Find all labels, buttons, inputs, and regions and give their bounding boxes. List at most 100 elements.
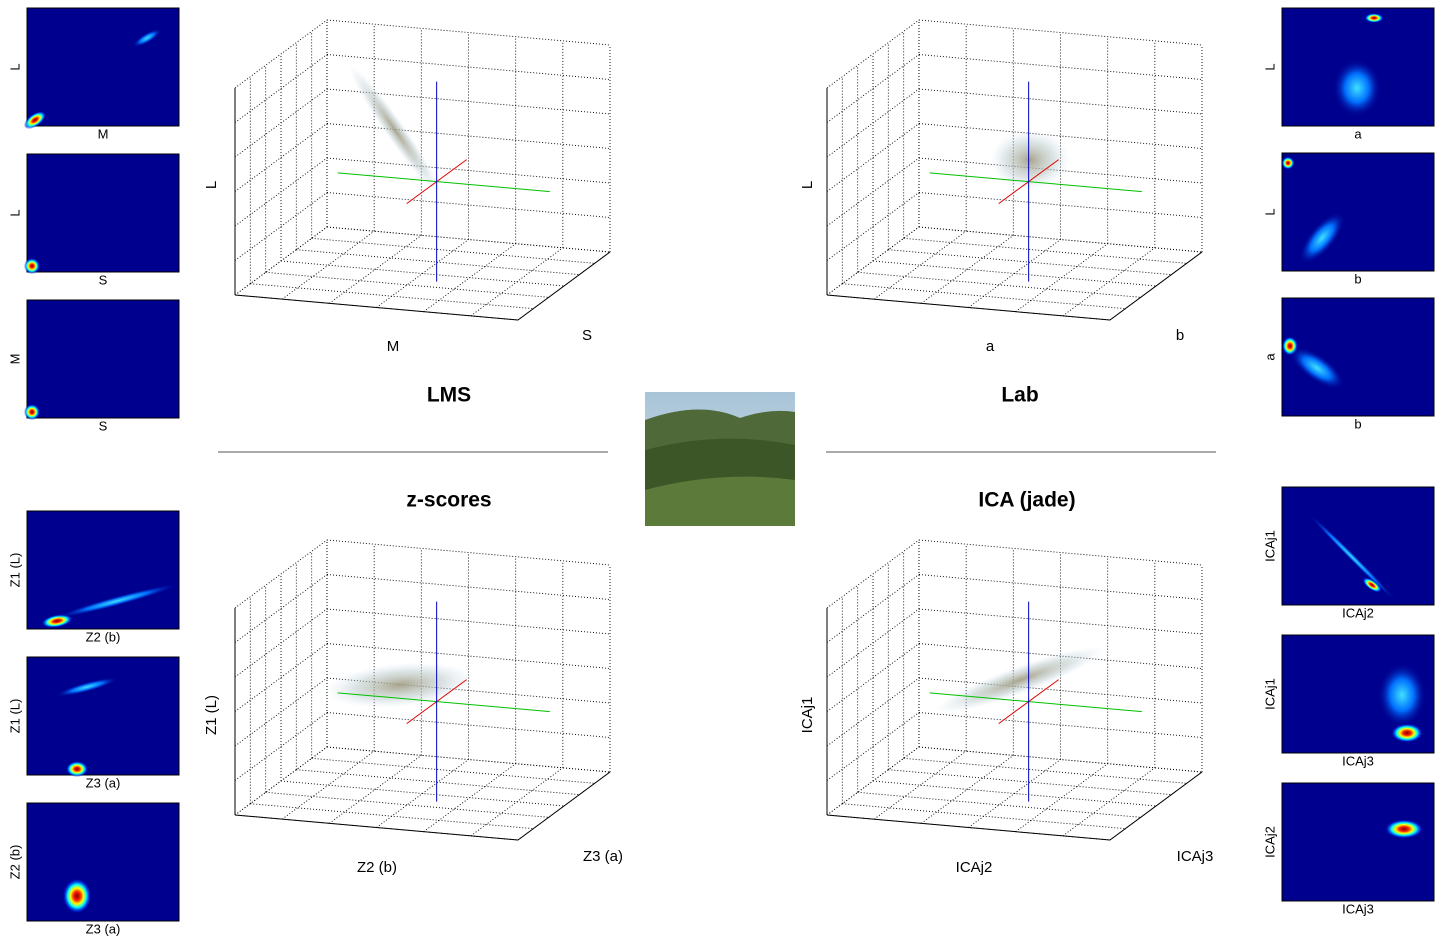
grid-line — [234, 643, 328, 712]
grid-line — [234, 123, 328, 192]
grid-line — [1062, 247, 1156, 317]
axis-line — [517, 771, 611, 841]
y-axis-label: b — [1176, 327, 1184, 344]
axis-line — [234, 294, 519, 321]
grid-line — [826, 192, 920, 261]
grid-line — [376, 239, 469, 308]
heatmap — [26, 802, 180, 922]
grid-line — [1015, 763, 1108, 833]
density-peak — [1289, 346, 1345, 390]
heatmap-y-label: Z2 (b) — [7, 845, 22, 880]
heatmap-y-label: M — [7, 354, 22, 365]
heatmap-y-label: ICAj1 — [1262, 678, 1277, 710]
heatmap — [26, 656, 180, 776]
grid-line — [234, 539, 328, 609]
heatmap-y-label: Z1 (L) — [7, 553, 22, 588]
grid-line — [234, 192, 328, 261]
y-axis-label: S — [582, 327, 592, 344]
heatmap-y-label: L — [1262, 63, 1277, 70]
heatmap — [1281, 486, 1435, 606]
grid-line — [826, 19, 920, 89]
density-peak — [1333, 59, 1381, 117]
photo — [645, 392, 795, 526]
x-axis-label: ICAj2 — [956, 859, 993, 876]
grid-line — [234, 712, 328, 781]
density-peak — [55, 583, 179, 619]
grid-line — [311, 237, 595, 264]
density-peak — [1306, 511, 1398, 603]
grid-line — [888, 249, 1172, 276]
grid-line — [918, 574, 1203, 600]
grid-line — [857, 791, 1141, 818]
density-peak — [1299, 212, 1345, 264]
heatmap-x-label: S — [99, 418, 108, 433]
grid-line — [826, 54, 920, 123]
grid-line — [326, 123, 611, 149]
grid-line — [265, 271, 549, 298]
heatmap — [26, 510, 180, 630]
grid-line — [234, 88, 328, 158]
heatmap-x-label: ICAj2 — [1342, 605, 1374, 620]
grid-line — [234, 54, 328, 123]
heatmap-x-label: a — [1354, 126, 1362, 141]
grid-line — [826, 539, 920, 609]
axis-line — [1109, 771, 1203, 841]
density-peak — [62, 878, 92, 914]
grid-line — [470, 247, 564, 317]
point-cloud — [325, 662, 475, 708]
grid-line — [826, 123, 920, 192]
grid-line — [296, 249, 580, 276]
panel-title: Lab — [1001, 384, 1038, 407]
heatmap-y-label: a — [1262, 353, 1277, 361]
grid-line — [326, 54, 611, 80]
axis-line — [517, 251, 611, 321]
heatmap-x-label: b — [1354, 271, 1361, 286]
grid-line — [234, 574, 328, 643]
grid-line — [826, 574, 920, 643]
density-peak — [1364, 13, 1384, 23]
axis-line — [826, 294, 1111, 321]
grid-line — [423, 243, 516, 313]
y-axis-label: Z3 (a) — [583, 848, 623, 865]
grid-line — [329, 754, 422, 824]
grid-line — [326, 712, 611, 738]
heatmap-x-label: b — [1354, 416, 1361, 431]
grid-line — [281, 230, 375, 300]
grid-line — [903, 237, 1187, 264]
x-axis-label: Z2 (b) — [357, 859, 397, 876]
grid-line — [873, 230, 967, 300]
density-peak — [1378, 663, 1426, 727]
density-peak — [1362, 577, 1382, 593]
heatmap-y-label: ICAj1 — [1262, 530, 1277, 562]
density-peak — [1281, 156, 1295, 170]
density-peak — [41, 614, 73, 628]
panel-title: LMS — [427, 384, 471, 407]
grid-line — [470, 767, 564, 837]
heatmap-x-label: Z3 (a) — [86, 775, 121, 790]
z-axis-label: L — [203, 181, 220, 189]
grid-line — [423, 763, 516, 833]
heatmap-y-label: ICAj2 — [1262, 826, 1277, 858]
grid-line — [1015, 243, 1108, 313]
z-axis-label: L — [799, 181, 816, 189]
heatmap-x-label: M — [98, 126, 109, 141]
grid-line — [826, 712, 920, 781]
density-peak — [24, 404, 40, 420]
axis-line — [1109, 251, 1203, 321]
heatmap-x-label: Z3 (a) — [86, 921, 121, 936]
grid-line — [918, 192, 1203, 218]
x-axis-3d — [929, 172, 1142, 193]
x-axis-3d — [929, 692, 1142, 713]
density-peak — [24, 258, 40, 274]
panel-title: z-scores — [406, 489, 491, 512]
grid-line — [250, 283, 534, 310]
x-axis-label: M — [387, 338, 400, 355]
grid-line — [826, 608, 920, 678]
grid-line — [968, 759, 1061, 828]
grid-line — [329, 234, 422, 304]
grid-line — [903, 757, 1187, 784]
heatmap-x-label: Z2 (b) — [86, 629, 121, 644]
x-axis-3d — [337, 692, 550, 713]
heatmap — [26, 7, 180, 127]
grid-line — [234, 19, 328, 89]
